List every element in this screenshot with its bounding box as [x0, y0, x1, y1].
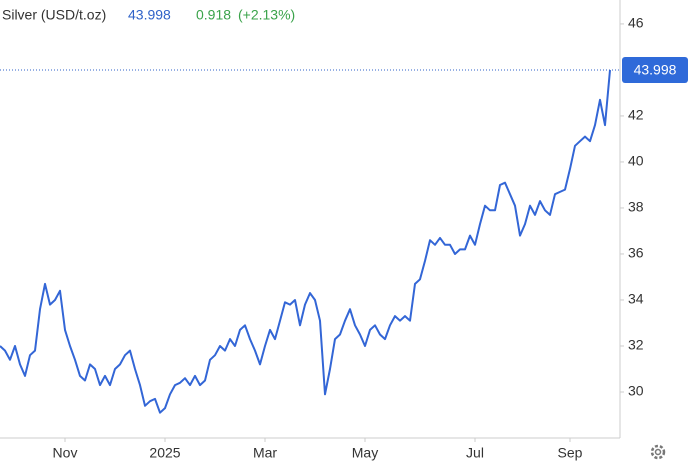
y-tick-label: 36 [628, 245, 644, 261]
y-tick-label: 34 [628, 291, 644, 307]
x-tick-label: May [352, 445, 378, 461]
price: 43.998 [128, 7, 171, 23]
y-tick-label: 32 [628, 337, 644, 353]
price-box [622, 56, 688, 83]
x-tick-label: Nov [53, 445, 78, 461]
y-tick-label: 30 [628, 383, 644, 399]
y-tick-label: 38 [628, 199, 644, 215]
x-tick-label: Sep [558, 445, 583, 461]
x-tick-label: 2025 [149, 445, 180, 461]
chart-title: Silver (USD/t.oz) [2, 7, 106, 23]
change-percent: (+2.13%) [238, 7, 295, 23]
y-tick-label: 42 [628, 107, 644, 123]
change: 0.918 [196, 7, 231, 23]
y-tick-label: 40 [628, 153, 644, 169]
x-tick-label: Jul [466, 445, 484, 461]
price-line [0, 69, 611, 414]
price-box-label: 43.998 [634, 62, 677, 78]
x-tick-label: Mar [253, 445, 277, 461]
y-tick-label: 46 [628, 15, 644, 31]
settings-icon[interactable] [650, 444, 666, 460]
